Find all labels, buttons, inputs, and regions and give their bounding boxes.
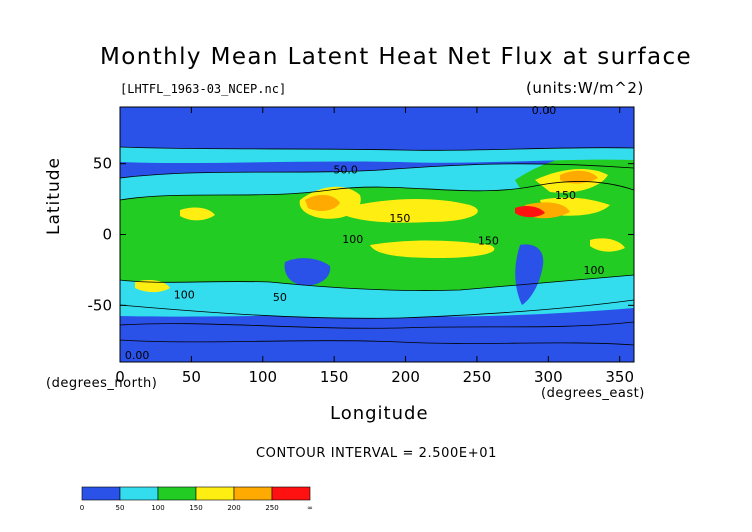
y-tick-label: 50 xyxy=(93,155,112,173)
contour-label: 150 xyxy=(389,212,410,225)
contour-lines xyxy=(120,146,634,346)
x-tick-label: 350 xyxy=(605,368,634,386)
contour-labels: 0.00 50.0 150 150 100 150 100 100 50 0.00 xyxy=(125,104,605,362)
continent-africa xyxy=(129,212,172,275)
flux-region-over-250 xyxy=(515,205,545,218)
chart-title: Monthly Mean Latent Heat Net Flux at sur… xyxy=(100,44,693,70)
x-axis-label: Longitude xyxy=(330,403,429,424)
colorbar-level-label: 50 xyxy=(116,504,125,512)
continent-south-america xyxy=(515,244,544,305)
colorbar: 0 50 100 150 200 250 ∞ xyxy=(80,486,313,512)
flux-region-150-200 xyxy=(180,207,215,221)
x-tick-label: 100 xyxy=(248,368,277,386)
x-tick-label: 50 xyxy=(182,368,201,386)
flux-region-150-200 xyxy=(135,280,170,293)
colorbar-swatch xyxy=(233,486,273,501)
continent-australia xyxy=(284,258,331,286)
colorbar-swatch xyxy=(157,486,197,501)
colorbar-level-label: 200 xyxy=(227,504,240,512)
x-tick-label: 300 xyxy=(534,368,563,386)
y-tick-label: 0 xyxy=(102,226,112,244)
chart-subtitle: [LHTFL_1963-03_NCEP.nc] xyxy=(120,82,287,96)
x-tick-label: 200 xyxy=(391,368,420,386)
x-unit-label: (degrees_east) xyxy=(541,386,645,401)
colorbar-swatch xyxy=(195,486,235,501)
colorbar-level-label: 150 xyxy=(189,504,202,512)
flux-region-150-200 xyxy=(335,198,478,223)
colorbar-level-label: 100 xyxy=(151,504,164,512)
y-unit-label: (degrees_north) xyxy=(46,376,158,391)
contour-label: 50 xyxy=(273,291,287,304)
flux-region-50-100-south xyxy=(120,296,634,317)
contour-label: 150 xyxy=(478,234,499,247)
contour-interval-label: CONTOUR INTERVAL = 2.500E+01 xyxy=(256,446,497,461)
colorbar-level-label: 0 xyxy=(80,504,84,512)
y-tick-label: -50 xyxy=(88,296,113,314)
contour-label: 150 xyxy=(555,189,576,202)
flux-region-200-250 xyxy=(560,170,598,184)
flux-region-50-100-north xyxy=(120,147,634,163)
contour-label: 50.0 xyxy=(333,164,358,177)
colorbar-swatch xyxy=(271,486,311,501)
x-axis-ticks: 0 50 100 150 200 250 300 350 xyxy=(115,107,634,386)
x-tick-label: 0 xyxy=(115,368,125,386)
plot-area xyxy=(120,107,634,362)
flux-region-150-200 xyxy=(590,238,625,252)
colorbar-swatch xyxy=(81,486,121,501)
colorbar-level-label: ∞ xyxy=(307,504,313,512)
x-tick-label: 250 xyxy=(463,368,492,386)
contour-label: 0.00 xyxy=(532,104,557,117)
flux-region-100-150 xyxy=(120,181,634,291)
contour-label: 100 xyxy=(584,264,605,277)
x-tick-label: 150 xyxy=(320,368,349,386)
colorbar-level-label: 250 xyxy=(265,504,278,512)
units-label: (units:W/m^2) xyxy=(525,79,644,97)
y-axis-ticks: -50 0 50 xyxy=(88,155,634,314)
arctic-region xyxy=(120,107,634,147)
contour-label: 0.00 xyxy=(125,349,150,362)
contour-label: 100 xyxy=(174,288,195,301)
flux-region-150-200 xyxy=(370,240,495,258)
contour-label: 100 xyxy=(342,233,363,246)
colorbar-swatch xyxy=(119,486,159,501)
flux-region-200-250 xyxy=(305,194,340,211)
